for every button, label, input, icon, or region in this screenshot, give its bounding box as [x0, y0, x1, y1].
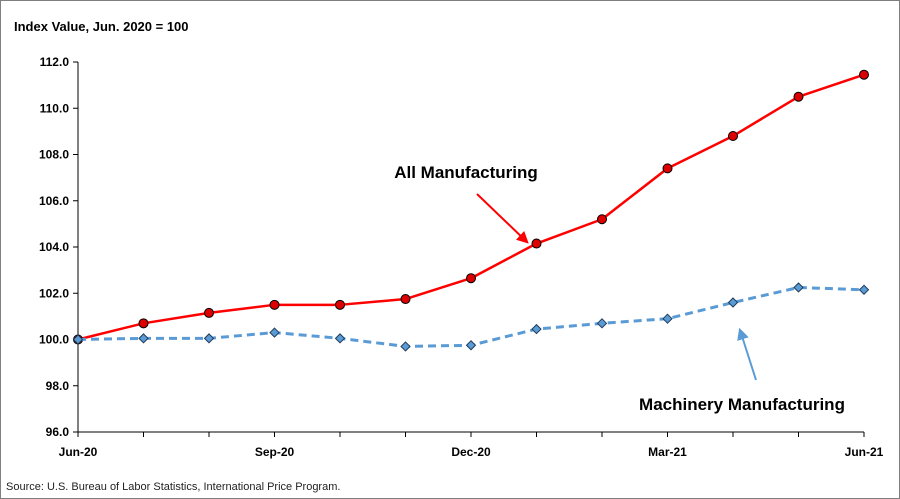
arrow-machinery-manufacturing [737, 327, 757, 381]
x-tick-label: Jun-20 [59, 445, 98, 459]
annotation-machinery-manufacturing: Machinery Manufacturing [639, 395, 845, 414]
y-axis-title: Index Value, Jun. 2020 = 100 [14, 19, 189, 34]
chart-axes: 96.0 98.0 100.0 102.0 104.0 106.0 108.0 110.0 11… [39, 55, 884, 459]
source-note: Source: U.S. Bureau of Labor Statistics,… [6, 481, 341, 493]
y-tick-label: 104.0 [39, 240, 69, 254]
data-point [793, 282, 804, 293]
data-point [335, 299, 345, 310]
data-point [466, 273, 476, 284]
y-tick-label: 108.0 [39, 148, 69, 162]
data-point [72, 334, 84, 345]
data-point [138, 318, 149, 329]
data-point [727, 297, 739, 308]
x-tick-label: Sep-20 [255, 445, 295, 459]
data-point [793, 91, 804, 102]
data-point [204, 307, 214, 318]
y-tick-label: 100.0 [39, 333, 69, 347]
arrow-all-manufacturing [476, 193, 529, 244]
data-point [596, 318, 608, 329]
chart-annotations: All Manufacturing Machinery Manufacturing [394, 163, 845, 414]
data-point [597, 214, 607, 225]
x-tick-label: Mar-21 [648, 445, 687, 459]
data-point [334, 333, 346, 344]
data-point [858, 284, 870, 295]
y-tick-label: 96.0 [46, 425, 70, 439]
y-tick-label: 98.0 [46, 379, 70, 393]
y-tick-label: 110.0 [40, 101, 70, 115]
x-tick-label: Jun-21 [845, 445, 884, 459]
data-point [269, 327, 280, 338]
series-all-manufacturing [73, 69, 869, 345]
data-point [269, 299, 280, 310]
series-line [77, 73, 865, 341]
y-tick-label: 102.0 [39, 286, 69, 300]
x-tick-label: Dec-20 [451, 445, 491, 459]
annotation-all-manufacturing: All Manufacturing [394, 163, 538, 182]
data-point [203, 333, 215, 344]
data-point [400, 341, 411, 352]
series-machinery-manufacturing [72, 282, 870, 352]
data-point [662, 163, 673, 174]
data-point [662, 313, 673, 324]
series-line [77, 285, 865, 348]
y-tick-label: 106.0 [39, 194, 69, 208]
data-point [728, 131, 738, 141]
y-tick-label: 112.0 [40, 55, 70, 69]
data-point [859, 69, 869, 80]
data-point [400, 294, 411, 305]
data-point [465, 340, 477, 351]
data-point [531, 323, 542, 335]
data-point [138, 333, 149, 344]
data-point [531, 238, 542, 249]
